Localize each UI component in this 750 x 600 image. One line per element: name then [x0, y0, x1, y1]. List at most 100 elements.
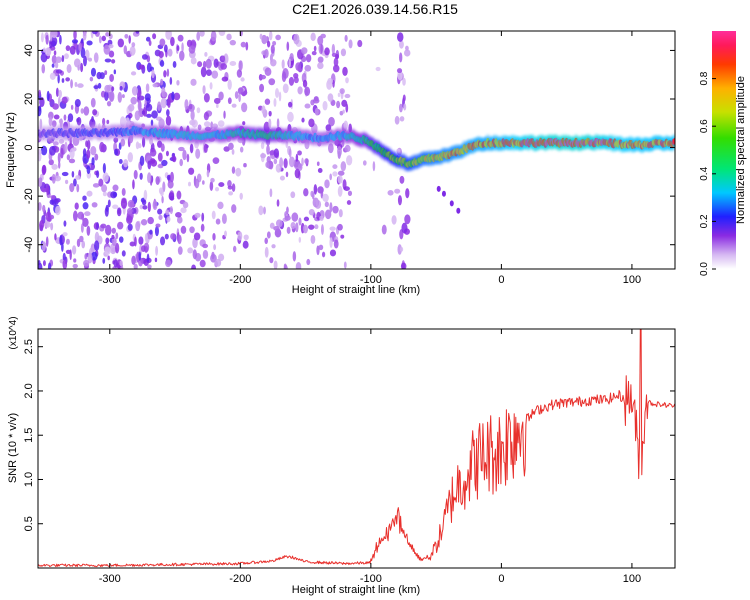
spectrogram-speckle: [45, 47, 52, 57]
spectrogram-speckle: [61, 96, 68, 104]
spectrogram-speckle: [82, 31, 87, 41]
spectrogram-speckle: [63, 220, 67, 227]
spectrogram-speckle: [118, 158, 123, 164]
spectrogram-speckle: [328, 143, 334, 154]
spectrogram-speckle: [84, 253, 88, 260]
spectrogram-speckle: [146, 62, 152, 73]
spectrogram-speckle: [104, 84, 111, 93]
spectrogram-speckle: [76, 238, 81, 248]
spectrogram-speckle: [97, 82, 102, 89]
spectrogram-speckle: [75, 175, 81, 180]
spectrogram-speckle: [294, 168, 301, 179]
spectrogram-speckle: [111, 236, 117, 246]
spectrogram-speckle: [147, 201, 151, 212]
spectrogram-speckle: [404, 214, 411, 225]
spectrogram-speckle: [42, 164, 47, 175]
spectrogram-speckle: [194, 178, 200, 189]
spectrogram-speckle: [159, 236, 166, 246]
spectrogram-speckle: [396, 68, 403, 74]
spectrogram-speckle: [301, 47, 308, 55]
spectrogram-speckle: [148, 39, 152, 46]
spectrogram-frame: [37, 30, 676, 270]
spectrogram-speckle: [155, 245, 159, 256]
top-y-tick-label: -20: [23, 188, 35, 204]
spectrogram-speckle: [76, 116, 82, 126]
spectrogram-speckle: [270, 44, 275, 54]
spectrogram-speckle: [343, 120, 349, 130]
spectrogram-speckle: [72, 263, 78, 269]
spectrogram-speckle: [332, 164, 338, 169]
spectrogram-speckle: [189, 226, 195, 234]
spectrogram-speckle: [276, 118, 280, 128]
spectrogram-speckle: [186, 153, 190, 163]
spectrogram-speckle: [167, 48, 173, 57]
spectrogram-speckle: [396, 148, 401, 153]
spectrogram-speckle: [45, 34, 49, 45]
spectrogram-speckle: [151, 69, 155, 79]
spectrogram-speckle: [218, 91, 224, 101]
spectrogram-speckle: [55, 87, 59, 97]
spectrogram-speckle: [329, 237, 333, 248]
spectrogram-speckle: [344, 93, 351, 99]
colorbar-tick-label: 0.6: [699, 119, 710, 133]
spectrogram-speckle: [372, 161, 376, 172]
spectrogram-speckle: [172, 61, 177, 68]
spectrogram-speckle: [65, 45, 71, 52]
spectrogram-speckle: [218, 182, 225, 188]
spectrogram-speckle: [145, 103, 153, 112]
colorbar-tick-label: 0.4: [699, 166, 710, 180]
spectrogram-speckle: [66, 64, 72, 74]
spectrogram-speckle: [400, 262, 407, 269]
colorbar-label: Normalized spectral amplitude: [735, 76, 747, 224]
spectrogram-speckle: [397, 32, 404, 42]
spectrogram-speckle: [112, 204, 119, 210]
spectrogram-speckle: [55, 69, 63, 74]
top-x-tick-label: 100: [623, 274, 641, 286]
spectrogram-speckle: [261, 105, 266, 115]
spectrogram-speckle: [52, 141, 59, 146]
spectrogram-speckle: [86, 40, 93, 46]
spectrogram-speckle: [260, 153, 267, 159]
spectrogram-speckle: [375, 66, 381, 72]
spectrogram-speckle: [123, 45, 128, 55]
spectrogram-speckle: [141, 136, 146, 148]
spectrogram-speckle: [129, 241, 136, 247]
spectrogram-speckle: [305, 54, 312, 63]
spectrogram-speckle: [269, 257, 274, 264]
spectrogram-speckle: [102, 257, 106, 264]
spectrogram-speckle: [224, 230, 227, 237]
spectrogram-speckle: [239, 192, 243, 200]
spectrogram-speckle: [38, 89, 41, 97]
spectrogram-speckle: [259, 83, 265, 93]
spectrogram-speckle: [41, 187, 47, 193]
spectrogram-speckle: [58, 89, 62, 99]
spectrogram-speckle: [199, 259, 206, 268]
spectrogram-speckle: [165, 209, 170, 216]
spectrogram-speckle: [337, 170, 345, 176]
spectrogram-speckle: [220, 63, 228, 70]
spectrogram-speckle: [127, 152, 134, 163]
spectrogram-speckle: [44, 221, 51, 228]
spectrogram-speckle: [170, 36, 175, 47]
spectrogram-speckle: [232, 245, 237, 253]
spectrogram-speckle: [227, 185, 233, 190]
spectrogram-speckle: [161, 195, 164, 204]
bottom-x-tick-label: -300: [99, 573, 121, 585]
spectrogram-speckle: [273, 158, 278, 165]
spectrogram-speckle: [264, 237, 268, 245]
spectrogram-speckle: [165, 150, 169, 157]
spectrogram-speckle: [134, 236, 137, 247]
spectrogram-speckle: [215, 103, 219, 108]
spectrogram-speckle: [346, 200, 352, 205]
spectrogram-speckle: [152, 83, 158, 88]
spectrogram-speckle: [273, 226, 280, 231]
spectrogram-speckle: [231, 204, 237, 213]
spectrogram-speckle: [149, 138, 154, 145]
spectrogram-speckle: [94, 153, 99, 161]
spectrogram-speckle: [154, 257, 158, 263]
spectrogram-speckle: [68, 158, 76, 164]
spectrogram-speckle: [188, 45, 196, 54]
spectrogram-speckle: [320, 33, 326, 39]
spectrogram-speckle: [146, 113, 152, 118]
